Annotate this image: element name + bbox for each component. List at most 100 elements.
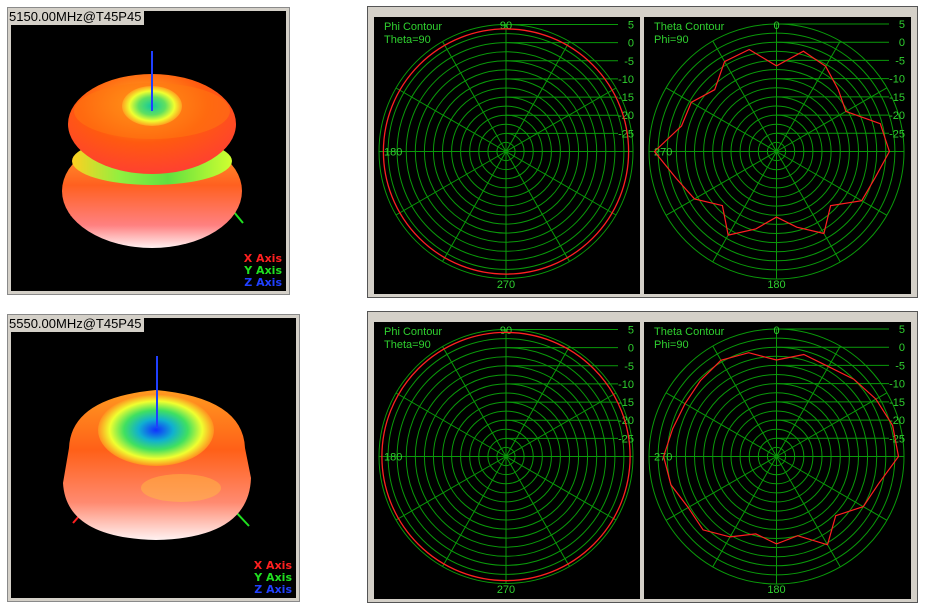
null-center [98, 394, 214, 466]
phi-contour-plot: 5 0 -5 -10 -15 -20 -25 90 180 270 Phi Contour Theta… [374, 17, 640, 294]
radial-tick-label: -20 [618, 110, 634, 122]
angle-label: 270 [497, 584, 515, 596]
radial-tick-label: -10 [618, 74, 634, 86]
radial-tick-label: -15 [618, 92, 634, 104]
z-axis-legend: Z Axis [254, 583, 292, 596]
axes-legend: X Axis Y Axis Z Axis [244, 253, 282, 289]
radial-tick-label: 0 [628, 38, 634, 50]
radiation-3d-view-top: X Axis Y Axis Z Axis 5150.00MHz@T45P45 [7, 7, 290, 295]
grid-spoke [395, 456, 507, 521]
grid-spoke [442, 456, 507, 567]
series-trace [381, 331, 631, 582]
angle-label: 0 [773, 20, 779, 32]
grid-spoke [665, 87, 777, 152]
radial-tick-label: -20 [889, 415, 905, 427]
chart-subtitle: Phi=90 [654, 34, 689, 46]
grid-spoke [442, 346, 507, 457]
axes-legend: X Axis Y Axis Z Axis [254, 560, 292, 596]
polar-panel-top: 5 0 -5 -10 -15 -20 -25 90 180 270 Phi Contour Theta… [367, 6, 918, 298]
phi-contour-plot: 5 0 -5 -10 -15 -20 -25 90 180 270 Phi Contour Theta… [374, 322, 640, 599]
radial-tick-label: 0 [628, 343, 634, 355]
radial-tick-label: 0 [899, 342, 905, 354]
radial-tick-label: -5 [624, 361, 634, 373]
radial-tick-label: -20 [889, 110, 905, 122]
theta-contour-svg: 5 0 -5 -10 -15 -20 -25 0 270 180 Theta ContourPhi=… [648, 19, 905, 291]
phi-contour-svg: 5 0 -5 -10 -15 -20 -25 90 180 270 Phi ContourTheta… [378, 20, 634, 291]
radial-tick-label: -5 [895, 55, 905, 67]
grid-spoke [776, 456, 888, 521]
radial-tick-label: -25 [618, 433, 634, 445]
grid-spoke [505, 151, 570, 262]
radial-tick-label: -10 [889, 379, 905, 391]
radiation-3d-view-bottom: X Axis Y Axis Z Axis 5550.00MHz@T45P45 [7, 314, 300, 602]
radial-tick-label: -25 [618, 128, 634, 140]
theta-contour-plot: 5 0 -5 -10 -15 -20 -25 0 270 180 Theta Contour Phi=… [644, 17, 911, 294]
radial-tick-label: -5 [895, 360, 905, 372]
grid-spoke [505, 346, 570, 457]
radial-tick-label: 5 [628, 325, 634, 337]
radial-tick-label: -25 [889, 128, 905, 140]
chart-title: Phi Contour [384, 326, 442, 338]
radial-tick-label: -25 [889, 433, 905, 445]
angle-label: 180 [384, 147, 402, 159]
radiation-3d-canvas: X Axis Y Axis Z Axis [11, 11, 286, 291]
grid-spoke [505, 456, 570, 567]
series-trace [662, 352, 900, 546]
chart-title: Theta Contour [654, 326, 725, 338]
radial-tick-label: -10 [889, 74, 905, 86]
grid-spoke [395, 87, 507, 152]
theta-contour-svg: 5 0 -5 -10 -15 -20 -25 0 270 180 Theta ContourPhi=… [648, 324, 905, 596]
angle-label: 0 [773, 325, 779, 337]
grid-spoke [665, 456, 777, 521]
phi-contour-svg: 5 0 -5 -10 -15 -20 -25 90 180 270 Phi ContourTheta… [378, 325, 634, 596]
radial-tick-label: -5 [624, 56, 634, 68]
y-axis-legend: Y Axis [254, 571, 292, 584]
angle-label: 270 [654, 147, 672, 159]
grid-spoke [712, 345, 777, 457]
radiation-3d-pattern [62, 51, 244, 248]
radial-tick-label: -20 [618, 415, 634, 427]
series-trace [653, 48, 891, 236]
x-axis-legend: X Axis [243, 252, 282, 265]
grid-spoke [665, 392, 777, 457]
frequency-label: 5150.00MHz@T45P45 [8, 8, 145, 25]
grid-spoke [665, 151, 777, 216]
grid-spoke [395, 392, 507, 457]
angle-label: 180 [767, 279, 785, 291]
polar-panel-bottom: 5 0 -5 -10 -15 -20 -25 90 180 270 Phi Contour Theta… [367, 311, 918, 603]
grid-spoke [442, 41, 507, 152]
chart-title: Phi Contour [384, 21, 442, 33]
grid-spoke [505, 151, 617, 216]
grid-spoke [505, 392, 617, 457]
grid-spoke [712, 456, 777, 568]
grid-spoke [776, 151, 888, 216]
theta-contour-plot: 5 0 -5 -10 -15 -20 -25 0 270 180 Theta Contour Phi=… [644, 322, 911, 599]
chart-subtitle: Theta=90 [384, 34, 431, 46]
radial-tick-label: 0 [899, 37, 905, 49]
angle-label: 270 [497, 279, 515, 291]
grid-spoke [505, 41, 570, 152]
radial-tick-label: -15 [618, 397, 634, 409]
y-axis-legend: Y Axis [244, 264, 282, 277]
grid-spoke [505, 87, 617, 152]
radial-tick-label: 5 [899, 19, 905, 31]
radiation-3d-pattern [63, 356, 251, 540]
angle-label: 270 [654, 452, 672, 464]
angle-label: 180 [384, 452, 402, 464]
grid-spoke [442, 151, 507, 262]
grid-spoke [712, 151, 777, 263]
chart-subtitle: Phi=90 [654, 339, 689, 351]
grid-spoke [712, 40, 777, 152]
radial-tick-label: 5 [628, 20, 634, 32]
radial-tick-label: 5 [899, 324, 905, 336]
x-axis-legend: X Axis [253, 559, 292, 572]
angle-label: 90 [500, 325, 512, 337]
frequency-label: 5550.00MHz@T45P45 [8, 315, 145, 332]
grid-spoke [505, 456, 617, 521]
radial-tick-label: -15 [889, 92, 905, 104]
chart-title: Theta Contour [654, 21, 725, 33]
grid-spoke [776, 87, 888, 152]
grid-spoke [776, 392, 888, 457]
radial-tick-label: -10 [618, 379, 634, 391]
radiation-3d-canvas: X Axis Y Axis Z Axis [11, 318, 296, 598]
